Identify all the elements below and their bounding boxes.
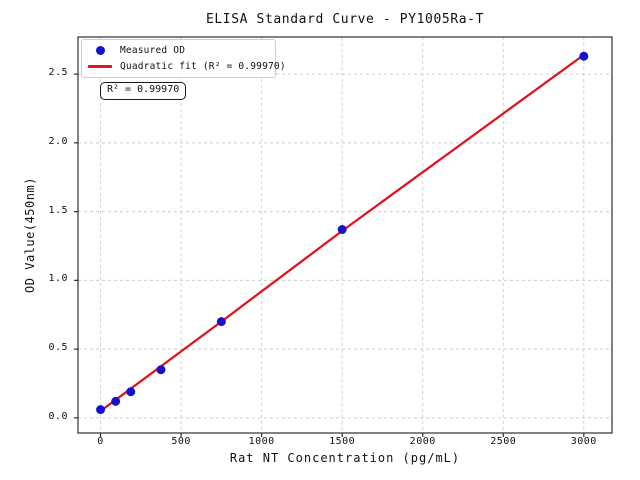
y-tick-label: 0.0 <box>48 410 68 422</box>
y-tick-label: 2.0 <box>48 135 68 147</box>
legend-entry-measured-od: Measured OD <box>88 42 271 58</box>
y-tick-label: 0.5 <box>48 342 68 354</box>
x-axis-label: Rat NT Concentration (pg/mL) <box>229 451 461 465</box>
legend: Measured OD Quadratic fit (R² = 0.99970) <box>81 39 286 78</box>
plot-border <box>77 36 613 434</box>
data-point <box>579 51 589 61</box>
x-tick-label: 2000 <box>409 436 436 447</box>
x-tick-label: 1000 <box>248 436 275 447</box>
data-point <box>111 396 121 406</box>
data-point <box>96 405 106 415</box>
y-tick-label: 2.5 <box>48 67 68 79</box>
legend-marker-area <box>88 65 112 69</box>
data-point <box>337 225 347 234</box>
y-tick-label: 1.5 <box>48 204 68 216</box>
chart-title: ELISA Standard Curve - PY1005Ra-T <box>205 12 485 27</box>
x-tick-label: 2500 <box>490 436 517 447</box>
x-tick-label: 0 <box>97 436 104 447</box>
data-point <box>156 365 166 375</box>
data-point <box>126 387 136 397</box>
legend-label-measured-od: Measured OD <box>120 44 186 56</box>
data-point <box>216 317 226 327</box>
x-tick-label: 3000 <box>570 436 597 447</box>
fit-line-icon <box>88 65 112 69</box>
scatter-point-icon <box>95 45 105 55</box>
legend-entry-quadratic-fit: Quadratic fit (R² = 0.99970) <box>88 59 286 75</box>
legend-label-quadratic-fit: Quadratic fit (R² = 0.99970) <box>120 61 286 73</box>
legend-marker-area <box>88 45 112 55</box>
x-tick-label: 500 <box>171 436 191 447</box>
x-tick-label: 1500 <box>329 436 356 447</box>
r-squared-annotation: R² = 0.99970 <box>100 82 187 100</box>
y-tick-label: 1.0 <box>48 273 68 285</box>
